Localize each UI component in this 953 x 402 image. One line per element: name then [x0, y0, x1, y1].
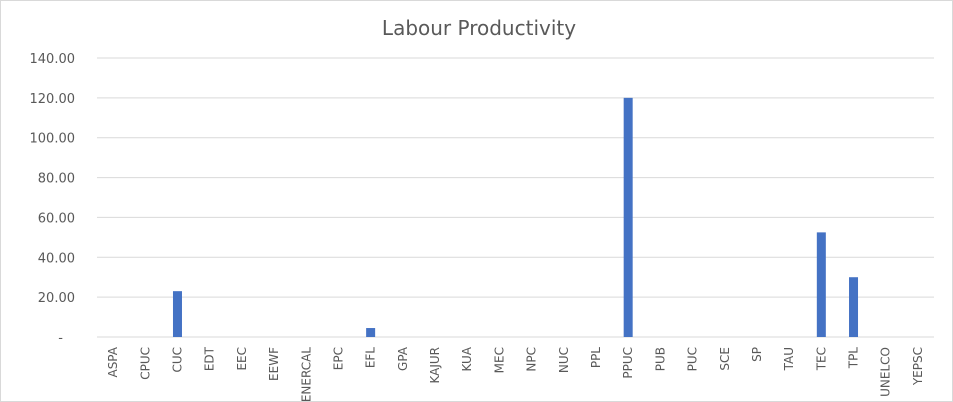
- y-tick-label: 80.00: [38, 172, 75, 187]
- bar-efl: [366, 328, 376, 337]
- x-tick-label: ASPA: [106, 346, 120, 377]
- chart-title: Labour Productivity: [382, 16, 576, 40]
- y-tick-label: 100.00: [30, 132, 76, 147]
- y-tick-label: 20.00: [38, 291, 75, 306]
- x-tick-label: SP: [750, 347, 764, 362]
- x-tick-label: PUB: [653, 347, 667, 371]
- x-tick-label: TPL: [847, 347, 861, 370]
- x-tick-label: CPUC: [138, 347, 152, 380]
- x-tick-label: UNELCO: [879, 347, 893, 397]
- bar-tec: [816, 232, 826, 337]
- bar-ppuc: [623, 97, 633, 337]
- x-tick-label: TAU: [782, 347, 796, 371]
- y-tick-label: -: [58, 331, 63, 346]
- x-tick-label: ENERCAL: [299, 347, 313, 401]
- x-tick-label: PUC: [686, 347, 700, 371]
- bars: [172, 97, 859, 337]
- x-tick-label: KAJUR: [428, 347, 442, 384]
- x-tick-label: TEC: [814, 347, 828, 371]
- x-tick-label: NPC: [525, 347, 539, 372]
- x-axis-ticks: ASPA CPUC CUC EDT EEC EEWF ENERCAL EPC EFL GPA KAJ…: [106, 346, 925, 401]
- x-tick-label: SCE: [718, 347, 732, 371]
- bar-cuc: [172, 291, 182, 337]
- y-tick-label: 40.00: [38, 251, 75, 266]
- x-tick-label: PPUC: [621, 347, 635, 379]
- x-tick-label: KUA: [460, 346, 474, 371]
- y-tick-label: 120.00: [30, 92, 76, 107]
- x-tick-label: GPA: [396, 346, 410, 371]
- x-tick-label: EEWF: [267, 347, 281, 381]
- y-axis-ticks: - 20.00 40.00 60.00 80.00 100.00 120.00 140.00: [30, 52, 76, 346]
- x-tick-label: PPL: [589, 347, 603, 368]
- gridlines: [97, 57, 934, 338]
- x-tick-label: MEC: [492, 347, 506, 373]
- x-tick-label: NUC: [557, 347, 571, 373]
- x-tick-label: YEPSC: [911, 347, 925, 386]
- bar-tpl: [849, 277, 859, 337]
- y-tick-label: 140.00: [30, 52, 76, 67]
- y-tick-label: 60.00: [38, 211, 75, 226]
- x-tick-label: EPC: [331, 347, 345, 370]
- x-tick-label: EDT: [203, 346, 217, 371]
- x-tick-label: EFL: [364, 347, 378, 368]
- x-tick-label: CUC: [170, 347, 184, 373]
- x-tick-label: EEC: [235, 347, 249, 371]
